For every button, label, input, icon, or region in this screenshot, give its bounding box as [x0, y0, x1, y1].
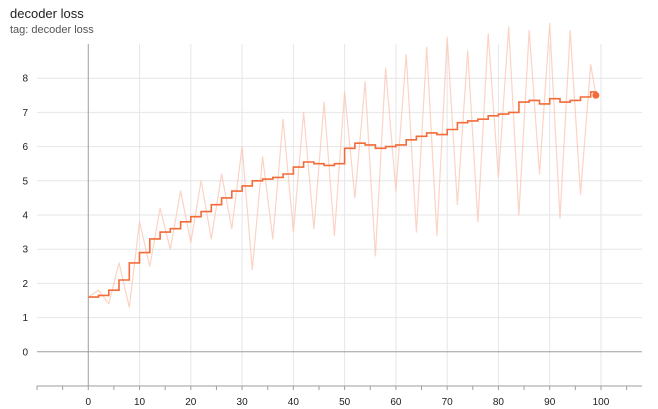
chart-tag: tag: decoder loss — [10, 24, 94, 36]
x-tick-label: 90 — [544, 397, 556, 408]
raw-series-line — [87, 22, 597, 308]
y-tick-label: 1 — [22, 313, 28, 324]
smoothed-series-line — [88, 91, 597, 298]
x-tick-label: 70 — [442, 397, 454, 408]
y-tick-label: 6 — [22, 142, 28, 153]
y-tick-label: 8 — [22, 74, 28, 85]
x-tick-label: 20 — [185, 397, 197, 408]
axes — [36, 44, 642, 390]
y-tick-label: 7 — [22, 108, 28, 119]
chart-title: decoder loss — [10, 6, 84, 21]
smoothed-series — [88, 91, 600, 298]
x-tick-label: 40 — [288, 397, 300, 408]
raw-series — [87, 22, 597, 308]
last-value-point — [592, 91, 600, 99]
x-tick-label: 80 — [493, 397, 505, 408]
x-tick-label: 60 — [390, 397, 402, 408]
y-tick-label: 3 — [22, 245, 28, 256]
x-tick-label: 0 — [85, 397, 91, 408]
x-tick-label: 50 — [339, 397, 351, 408]
x-tick-label: 10 — [134, 397, 146, 408]
y-tick-label: 5 — [22, 176, 28, 187]
y-tick-label: 4 — [22, 211, 28, 222]
y-tick-label: 0 — [22, 347, 28, 358]
grid-lines — [37, 44, 642, 386]
x-tick-label: 30 — [237, 397, 249, 408]
y-tick-label: 2 — [22, 279, 28, 290]
x-tick-label: 100 — [593, 397, 610, 408]
